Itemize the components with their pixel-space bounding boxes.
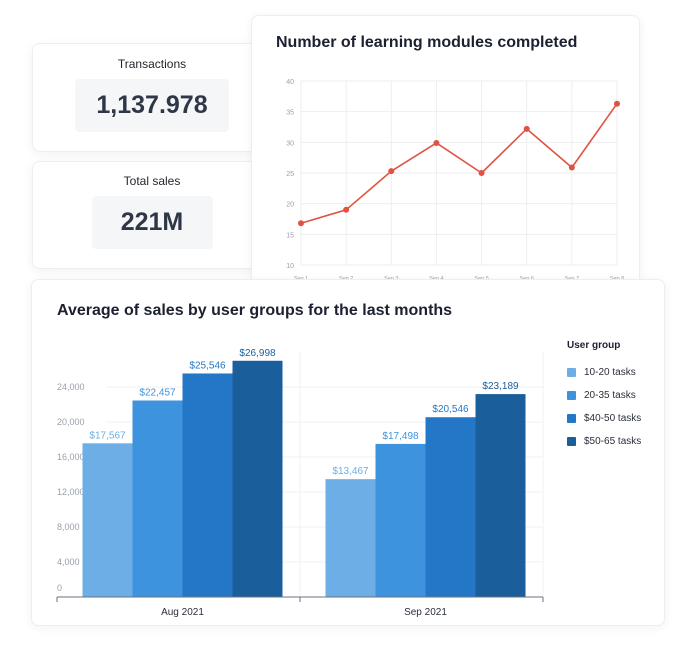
- legend-swatch: [567, 391, 576, 400]
- bar-value-label: $22,457: [139, 388, 176, 399]
- y-tick-label: 25: [286, 171, 294, 178]
- bar: [232, 360, 283, 597]
- transactions-label: Transactions: [117, 57, 187, 71]
- legend-title: User group: [567, 340, 621, 351]
- legend-item: 20-35 tasks: [567, 384, 641, 407]
- transactions-value: 1,137.978: [75, 79, 229, 132]
- bar: [132, 400, 183, 597]
- legend-label: 20-35 tasks: [584, 390, 636, 401]
- legend-swatch: [567, 414, 576, 423]
- y-tick-label: 12,000: [57, 487, 85, 497]
- legend-swatch: [567, 368, 576, 377]
- transactions-card: Transactions 1,137.978: [32, 43, 272, 152]
- y-tick-label: 30: [286, 140, 294, 147]
- y-tick-label: 0: [57, 583, 62, 593]
- y-tick-label: 20,000: [57, 417, 85, 427]
- x-tick-label: Sep 2021: [404, 607, 447, 618]
- bar-value-label: $26,998: [239, 348, 276, 359]
- bar-chart: 0 4,000 8,000 12,000 16,000 20,000 24,000 $17,5…: [56, 348, 544, 618]
- legend-swatch: [567, 437, 576, 446]
- bar: [375, 443, 426, 597]
- line-chart-title: Number of learning modules completed: [276, 34, 578, 51]
- y-tick-label: 20: [286, 202, 294, 209]
- legend-label: $40-50 tasks: [584, 413, 642, 424]
- learning-modules-card: Number of learning modules completed 10 1…: [251, 15, 640, 287]
- total-sales-value: 221M: [91, 196, 213, 249]
- y-tick-label: 24,000: [57, 382, 85, 392]
- bar: [425, 417, 476, 597]
- legend-label: $50-65 tasks: [584, 436, 642, 447]
- bar: [182, 373, 233, 597]
- y-tick-label: 8,000: [57, 522, 80, 532]
- bar-value-label: $13,467: [332, 466, 369, 477]
- bar: [475, 394, 526, 597]
- y-tick-label: 10: [286, 263, 294, 270]
- legend-label: 10-20 tasks: [584, 367, 636, 378]
- bar-value-label: $17,567: [89, 430, 126, 441]
- data-point: [614, 100, 620, 107]
- bar-value-label: $25,546: [189, 360, 226, 371]
- data-point: [433, 139, 440, 146]
- data-point: [568, 164, 575, 171]
- bar-value-label: $17,498: [382, 431, 419, 442]
- legend-item: $40-50 tasks: [567, 407, 641, 430]
- bar-value-label: $20,546: [432, 404, 469, 415]
- data-point: [343, 206, 350, 213]
- data-point: [478, 170, 485, 176]
- data-point: [523, 125, 530, 132]
- bar-value-label: $23,189: [482, 381, 519, 392]
- bar-chart-title: Average of sales by user groups for the …: [57, 302, 453, 319]
- y-tick-label: 16,000: [57, 452, 85, 462]
- legend-item: $50-65 tasks: [567, 430, 641, 453]
- y-tick-label: 40: [286, 79, 294, 86]
- bar: [325, 479, 376, 597]
- sales-by-user-group-card: Average of sales by user groups for the …: [31, 279, 665, 626]
- total-sales-label: Total sales: [123, 174, 181, 188]
- total-sales-card: Total sales 221M: [32, 161, 272, 269]
- legend-item: 10-20 tasks: [567, 361, 641, 384]
- y-tick-label: 15: [286, 232, 294, 239]
- data-point: [298, 220, 304, 227]
- y-tick-label: 35: [286, 110, 294, 117]
- line-chart: 10152025303540Sep 1Sep 2Sep 3Sep 4Sep 5S…: [286, 79, 624, 282]
- legend: User group 10-20 tasks 20-35 tasks $40-50 …: [567, 340, 641, 453]
- bar: [82, 443, 133, 597]
- series-line: [300, 103, 618, 225]
- y-tick-label: 4,000: [57, 557, 80, 567]
- data-point: [388, 168, 395, 175]
- x-tick-label: Aug 2021: [161, 607, 204, 618]
